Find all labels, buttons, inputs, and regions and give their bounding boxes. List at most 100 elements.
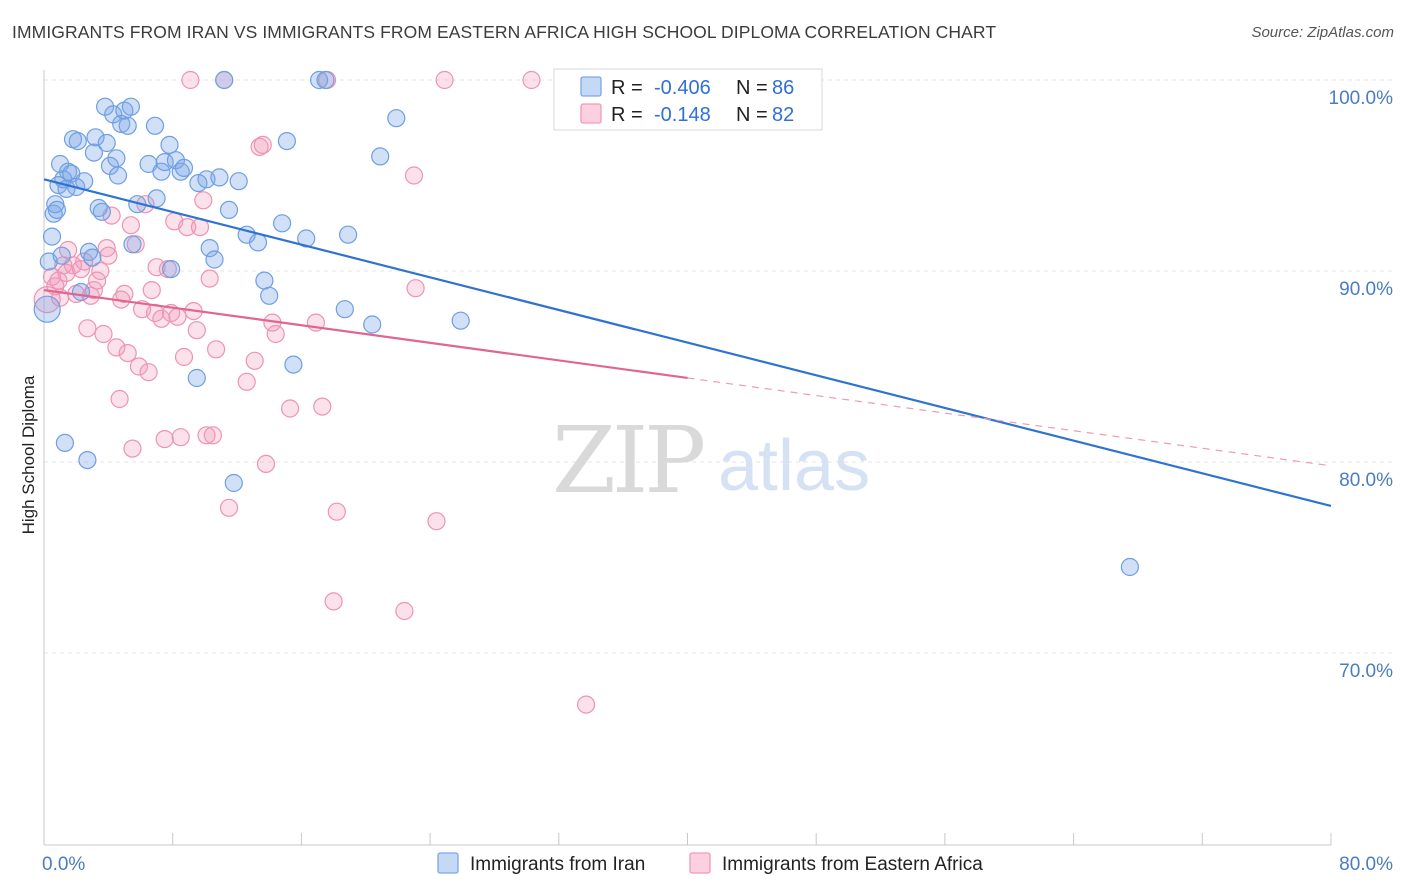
legend-n-label-eafrica: N = — [736, 104, 768, 126]
point-eafrica — [281, 399, 300, 418]
legend-r-value-iran: -0.406 — [654, 77, 711, 99]
point-eafrica — [200, 269, 219, 288]
series-legend-swatch-iran — [437, 852, 459, 874]
y-tick-labels: 70.0% 80.0% 90.0% 100.0% — [1329, 88, 1394, 682]
point-eafrica — [427, 512, 446, 531]
point-eafrica — [187, 321, 206, 340]
legend-r-value-eafrica: -0.148 — [654, 104, 711, 126]
series-legend: Immigrants from Iran Immigrants from Eas… — [437, 852, 983, 875]
watermark-atlas: atlas — [718, 426, 870, 506]
point-eafrica — [203, 426, 222, 445]
y-tick-label: 70.0% — [1339, 661, 1393, 682]
point-eafrica — [94, 324, 113, 344]
point-iran — [78, 451, 97, 470]
point-iran — [205, 250, 224, 269]
legend-swatch-eafrica — [580, 103, 602, 124]
point-iran — [42, 227, 62, 246]
point-iran — [224, 473, 243, 493]
y-axis-title: High School Diploma — [19, 375, 38, 534]
chart-source: Source: ZipAtlas.com — [1251, 24, 1394, 41]
point-iran — [387, 109, 406, 128]
watermark: ZIP atlas — [552, 407, 870, 514]
point-iran — [255, 271, 274, 290]
point-iran — [284, 355, 303, 374]
x-tick-label: 0.0% — [42, 854, 85, 875]
stats-legend: R = -0.406 N = 86 R = -0.148 N = 82 — [553, 68, 823, 131]
point-eafrica — [174, 347, 194, 367]
point-eafrica — [178, 218, 197, 237]
point-iran — [162, 260, 181, 279]
point-eafrica — [266, 324, 285, 344]
watermark-zip: ZIP — [552, 407, 703, 514]
point-iran — [112, 114, 131, 134]
point-eafrica — [123, 439, 142, 458]
point-iran — [83, 248, 102, 267]
point-iran — [1120, 557, 1140, 577]
point-eafrica — [129, 357, 148, 376]
point-eafrica — [245, 351, 264, 370]
point-iran — [97, 133, 116, 153]
point-eafrica — [97, 239, 116, 258]
point-eafrica — [57, 263, 76, 282]
point-iran — [118, 116, 137, 135]
series-legend-label-iran: Immigrants from Iran — [470, 854, 645, 875]
chart-title: IMMIGRANTS FROM IRAN VS IMMIGRANTS FROM … — [12, 22, 997, 42]
point-eafrica — [87, 271, 107, 290]
point-eafrica — [115, 284, 134, 303]
point-eafrica — [250, 137, 269, 156]
point-eafrica — [313, 397, 332, 416]
x-tick-labels: 0.0% 80.0% — [42, 854, 1393, 875]
point-eafrica — [576, 695, 596, 714]
legend-n-label-iran: N = — [736, 77, 768, 99]
point-eafrica — [110, 389, 129, 409]
series-legend-label-eafrica: Immigrants from Eastern Africa — [722, 854, 983, 875]
trend-line-eafrica-extension — [687, 377, 1332, 467]
y-tick-label: 90.0% — [1339, 279, 1393, 300]
point-iran — [92, 202, 112, 221]
point-iran — [363, 315, 382, 334]
point-eafrica — [324, 592, 343, 611]
point-eafrica — [194, 191, 213, 210]
point-eafrica — [142, 281, 161, 300]
point-iran — [152, 162, 171, 181]
point-iran — [55, 433, 75, 452]
y-tick-label: 80.0% — [1339, 470, 1393, 491]
trend-line-iran — [43, 178, 1332, 507]
point-iran — [248, 233, 268, 252]
point-iran — [160, 135, 179, 154]
point-eafrica — [395, 601, 414, 621]
point-iran — [297, 229, 316, 248]
point-iran — [335, 300, 354, 319]
point-eafrica — [207, 340, 226, 359]
series-eafrica-points — [33, 70, 596, 714]
x-ticks — [43, 833, 1332, 845]
point-eafrica — [147, 258, 166, 277]
point-eafrica — [181, 70, 200, 90]
legend-n-value-eafrica: 82 — [772, 104, 794, 126]
point-eafrica — [139, 363, 158, 382]
point-iran — [200, 239, 219, 258]
point-eafrica — [522, 70, 541, 90]
point-iran — [84, 143, 104, 162]
point-eafrica — [256, 454, 276, 473]
legend-r-label-eafrica: R = — [611, 104, 643, 126]
point-iran — [155, 153, 174, 172]
point-iran — [339, 225, 358, 244]
point-eafrica — [107, 338, 126, 357]
point-iran — [273, 214, 292, 233]
legend-swatch-iran — [580, 76, 602, 97]
point-eafrica — [168, 307, 187, 326]
point-iran — [215, 70, 234, 90]
point-iran — [147, 189, 166, 208]
point-iran — [174, 158, 194, 177]
point-iran — [219, 200, 239, 219]
point-iran — [123, 235, 142, 254]
point-eafrica — [121, 216, 140, 235]
point-iran — [79, 242, 99, 261]
point-iran — [33, 295, 61, 323]
point-iran — [71, 282, 91, 302]
point-iran — [310, 70, 329, 90]
point-eafrica — [171, 428, 190, 447]
point-eafrica — [237, 372, 256, 391]
